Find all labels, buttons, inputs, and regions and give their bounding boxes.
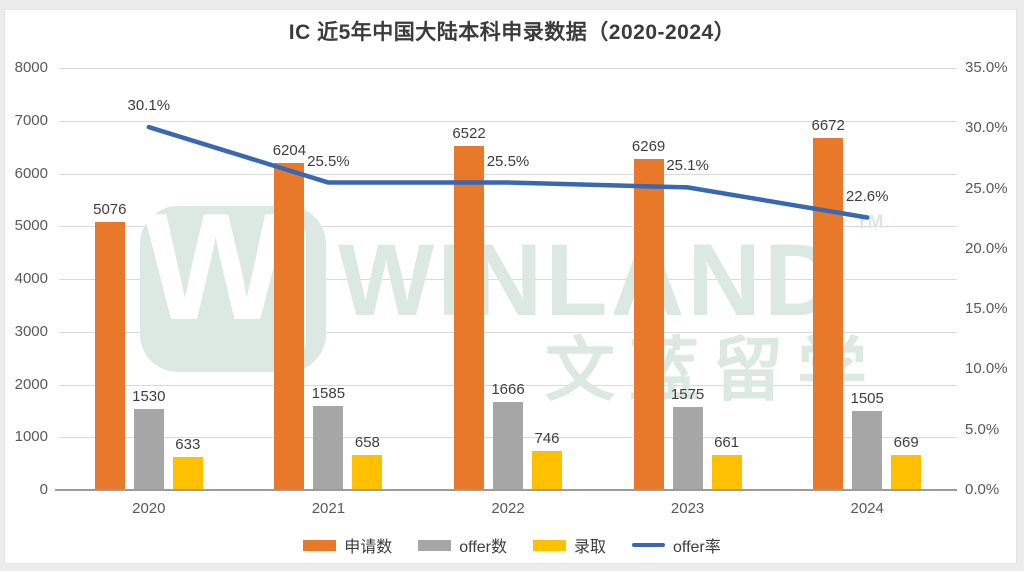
right-axis-tick-label: 35.0% (965, 59, 1008, 76)
bar-value-label: 1530 (132, 388, 166, 406)
legend-color-swatch (533, 539, 566, 551)
legend-color-swatch (418, 539, 452, 551)
left-axis-tick-label: 2000 (14, 375, 48, 393)
bar (454, 145, 484, 490)
legend: 申请数 offer数 录取 offer率 (0, 533, 1024, 557)
legend-item: 申请数 (303, 533, 392, 557)
right-axis-tick-label: 30.0% (965, 119, 1008, 137)
right-axis-tick-label: 15.0% (965, 300, 1008, 318)
offer-rate-point-label: 25.1% (666, 157, 709, 175)
bar (532, 450, 562, 490)
left-axis-tick-label: 7000 (14, 111, 48, 129)
left-axis-tick-label: 3000 (14, 322, 48, 340)
offer-rate-point-label: 25.5% (307, 152, 350, 170)
left-axis-tick-label: 0 (39, 481, 48, 498)
bar (133, 409, 164, 490)
bar (352, 455, 383, 490)
bar-value-label: 661 (714, 434, 740, 452)
right-axis-tick-label: 20.0% (965, 239, 1008, 257)
legend-label: offer数 (459, 539, 507, 556)
bar (672, 406, 703, 490)
left-axis-tick-label: 1000 (14, 428, 48, 446)
left-axis-tick-label: 5000 (14, 217, 48, 235)
legend-line-swatch (632, 543, 666, 547)
gridline (59, 226, 957, 228)
legend-item: 录取 (533, 533, 606, 557)
bar (172, 456, 203, 490)
gridline (59, 331, 957, 333)
legend-item: offer数 (418, 533, 507, 557)
bar-value-label: 6204 (272, 141, 307, 159)
bar (852, 410, 883, 490)
bar (711, 455, 742, 490)
bar-value-label: 6672 (811, 117, 845, 135)
gridline (59, 120, 957, 122)
legend-label: 录取 (574, 539, 607, 556)
bar (493, 402, 523, 490)
bar-value-label: 1575 (670, 385, 705, 403)
bar-value-label: 669 (893, 433, 919, 451)
left-axis-tick-label: 8000 (14, 59, 48, 76)
x-axis-category-label: 2023 (670, 500, 705, 517)
bar-value-label: 6269 (631, 138, 666, 156)
x-axis-category-label: 2020 (132, 500, 166, 517)
chart-title: IC 近5年中国大陆本科申录数据（2020-2024） (288, 21, 736, 44)
bar (94, 222, 125, 490)
bar (813, 138, 844, 490)
logo-w-glyph: W (144, 182, 288, 352)
bar-value-label: 633 (175, 435, 201, 453)
x-axis-line (55, 489, 957, 491)
x-axis-category-label: 2022 (491, 500, 525, 517)
offer-rate-point-label: 30.1% (127, 97, 171, 115)
right-axis-tick-label: 5.0% (965, 420, 1000, 438)
offer-rate-point-label: 25.5% (486, 152, 530, 170)
bar-value-label: 746 (534, 429, 560, 447)
left-axis-tick-label: 6000 (14, 164, 48, 182)
right-axis-tick-label: 0.0% (965, 481, 1000, 498)
gridline (59, 68, 957, 69)
bar-value-label: 1505 (850, 389, 884, 407)
right-axis-tick-label: 10.0% (965, 360, 1008, 378)
legend-label: 申请数 (344, 539, 393, 556)
watermark-brand: WINLAND (338, 223, 841, 337)
x-axis-category-label: 2021 (311, 500, 346, 517)
legend-label: offer率 (673, 539, 721, 556)
gridline (59, 173, 957, 175)
offer-rate-line (146, 124, 870, 220)
legend-color-swatch (303, 539, 337, 551)
gridline (59, 384, 957, 386)
x-axis-category-label: 2024 (850, 500, 884, 517)
bar-value-label: 6522 (452, 124, 486, 142)
bar-value-label: 1666 (491, 381, 525, 399)
bar-value-label: 1585 (311, 385, 346, 403)
bar (891, 454, 922, 490)
left-axis-tick-label: 4000 (14, 270, 48, 287)
bar-value-label: 5076 (93, 201, 127, 219)
right-axis-tick-label: 25.0% (965, 179, 1008, 197)
offer-rate-point-label: 22.6% (845, 187, 889, 205)
bar (633, 159, 664, 490)
bar-value-label: 658 (354, 434, 380, 452)
legend-item: offer率 (632, 533, 721, 557)
bar (274, 162, 305, 490)
gridline (59, 279, 957, 280)
bar (313, 406, 344, 490)
